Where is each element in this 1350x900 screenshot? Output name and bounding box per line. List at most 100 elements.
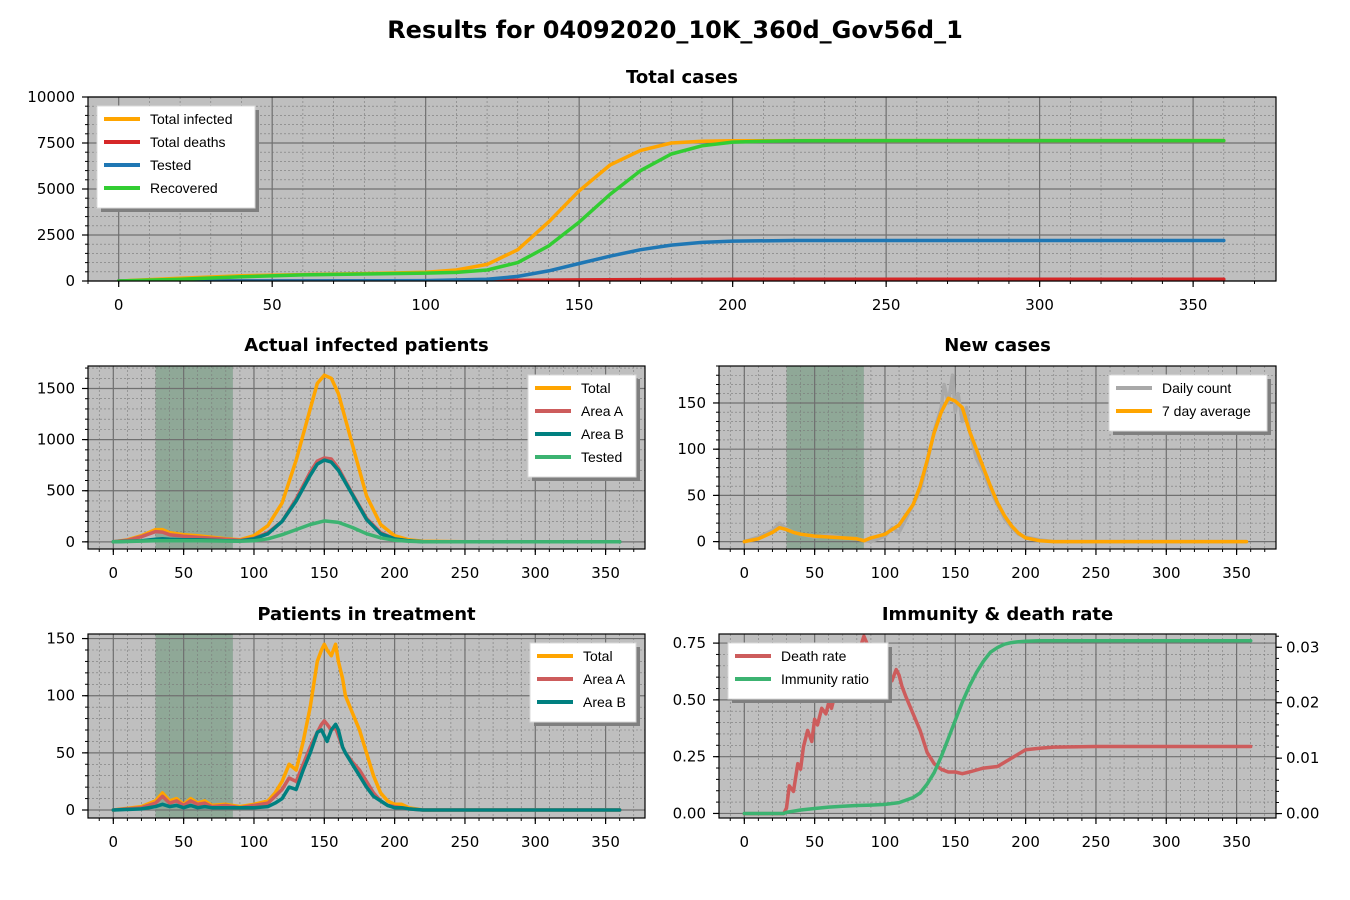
- x-tick-label: 300: [1025, 296, 1054, 314]
- x-tick-label: 200: [1011, 564, 1040, 582]
- x-tick-label: 100: [871, 564, 900, 582]
- x-tick-label: 250: [451, 833, 480, 851]
- x-tick-label: 100: [411, 296, 440, 314]
- y-tick-label: 0.00: [673, 804, 706, 822]
- x-axis: 0 50 100 150 200 250 300 350: [98, 818, 635, 851]
- x-tick-label: 150: [565, 296, 594, 314]
- legend-label: Recovered: [150, 180, 218, 196]
- y-tick-label: 0.50: [673, 691, 706, 709]
- y-tick-label: 2500: [37, 226, 75, 244]
- y-axis: 0.00 0.25 0.50 0.75: [673, 634, 719, 822]
- legend-label: Tested: [581, 449, 622, 465]
- series-line-1: [742, 396, 1249, 544]
- y-tick-label: 50: [56, 744, 75, 762]
- series-line-3: [111, 519, 622, 544]
- y-tick-label: 0: [65, 533, 75, 551]
- x-tick-label: 300: [521, 564, 550, 582]
- legend-box: [727, 642, 889, 700]
- y2-axis: 0.00 0.01 0.02 0.03: [1276, 635, 1319, 823]
- series-line-3: [116, 138, 1226, 281]
- y-tick-label: 100: [46, 687, 75, 705]
- x-tick-label: 250: [451, 564, 480, 582]
- x-tick-label: 250: [1082, 564, 1111, 582]
- chart-title: Immunity & death rate: [882, 604, 1113, 625]
- series-line-2: [116, 238, 1226, 281]
- chart-title: Total cases: [626, 67, 738, 88]
- legend-label: Area B: [583, 694, 626, 710]
- x-tick-label: 0: [114, 296, 124, 314]
- y-tick-label: 0.25: [673, 748, 706, 766]
- y-tick-label: 1500: [37, 379, 75, 397]
- legend-label: Total: [583, 648, 613, 664]
- x-tick-label: 50: [805, 833, 824, 851]
- chart-immunity: 0 50 100 150 200 250 300 3500.000.250.500.750.0…: [673, 604, 1320, 851]
- y-axis: 0 50 100 150: [46, 630, 88, 819]
- x-axis: 0 50 100 150 200 250 300 350: [87, 281, 1256, 314]
- legend-label: Tested: [150, 157, 191, 173]
- x-tick-label: 50: [174, 564, 193, 582]
- x-tick-label: 300: [1152, 833, 1181, 851]
- chart-title: Patients in treatment: [257, 604, 476, 625]
- y2-tick-label: 0.00: [1286, 805, 1319, 823]
- x-tick-label: 100: [240, 564, 269, 582]
- x-tick-label: 150: [941, 833, 970, 851]
- series-lines: [111, 373, 622, 544]
- y-tick-label: 0: [696, 533, 706, 551]
- y-tick-label: 150: [46, 630, 75, 648]
- legend-label: Daily count: [1162, 380, 1231, 396]
- x-tick-label: 50: [263, 296, 282, 314]
- legend-box: [96, 105, 256, 209]
- series-line-1: [742, 639, 1253, 816]
- shaded-period: [786, 366, 864, 549]
- y-axis: 0 500 1000 1500: [37, 367, 88, 551]
- legend-label: Area A: [581, 403, 624, 419]
- x-tick-label: 350: [1222, 833, 1251, 851]
- legend-label: Immunity ratio: [781, 671, 869, 687]
- chart-title: Actual infected patients: [244, 335, 488, 356]
- legend: Total Area A Area B: [529, 642, 640, 726]
- x-tick-label: 350: [591, 564, 620, 582]
- legend-label: Death rate: [781, 648, 847, 664]
- y2-tick-label: 0.03: [1286, 638, 1319, 656]
- chart-newcases: 0 50 100 150 200 250 300 350 0 50 100 150 New cases D…: [677, 335, 1277, 582]
- legend: Total infected Total deaths Tested Recovere…: [96, 105, 259, 212]
- x-tick-label: 0: [740, 564, 750, 582]
- y-tick-label: 100: [677, 440, 706, 458]
- x-tick-label: 250: [872, 296, 901, 314]
- y-axis: 0 2500 5000 7500 10000: [27, 88, 88, 290]
- x-tick-label: 150: [941, 564, 970, 582]
- legend-label: Total infected: [150, 111, 233, 127]
- y-axis: 0 50 100 150: [677, 365, 719, 551]
- x-tick-label: 350: [1222, 564, 1251, 582]
- legend-box: [1108, 374, 1268, 432]
- legend-label: Area B: [581, 426, 624, 442]
- series-lines: [742, 373, 1249, 544]
- x-tick-label: 100: [871, 833, 900, 851]
- x-axis: 0 50 100 150 200 250 300 350: [98, 549, 635, 582]
- x-tick-label: 50: [174, 833, 193, 851]
- y-tick-label: 10000: [27, 88, 75, 106]
- legend-label: Total deaths: [150, 134, 226, 150]
- x-tick-label: 250: [1082, 833, 1111, 851]
- x-tick-label: 100: [240, 833, 269, 851]
- y-tick-label: 5000: [37, 180, 75, 198]
- panels: 0 50 100 150 200 250 300 350025005000750010000T…: [27, 67, 1319, 851]
- x-tick-label: 0: [740, 833, 750, 851]
- x-tick-label: 350: [591, 833, 620, 851]
- x-tick-label: 350: [1179, 296, 1208, 314]
- y-tick-label: 150: [677, 394, 706, 412]
- legend-label: Total: [581, 380, 611, 396]
- x-tick-label: 150: [310, 564, 339, 582]
- chart-actual: 0 50 100 150 200 250 300 350 0 500 1000 1500 Actual …: [37, 335, 646, 582]
- legend: Daily count 7 day average: [1108, 374, 1271, 435]
- y-tick-label: 500: [46, 482, 75, 500]
- y-tick-label: 50: [687, 486, 706, 504]
- series-line-0: [111, 642, 622, 812]
- legend: Total Area A Area B Tested: [527, 374, 640, 481]
- x-tick-label: 0: [109, 833, 119, 851]
- x-tick-label: 200: [1011, 833, 1040, 851]
- x-axis: 0 50 100 150 200 250 300 350: [729, 818, 1266, 851]
- series-line-2: [111, 722, 622, 812]
- y-tick-label: 1000: [37, 431, 75, 449]
